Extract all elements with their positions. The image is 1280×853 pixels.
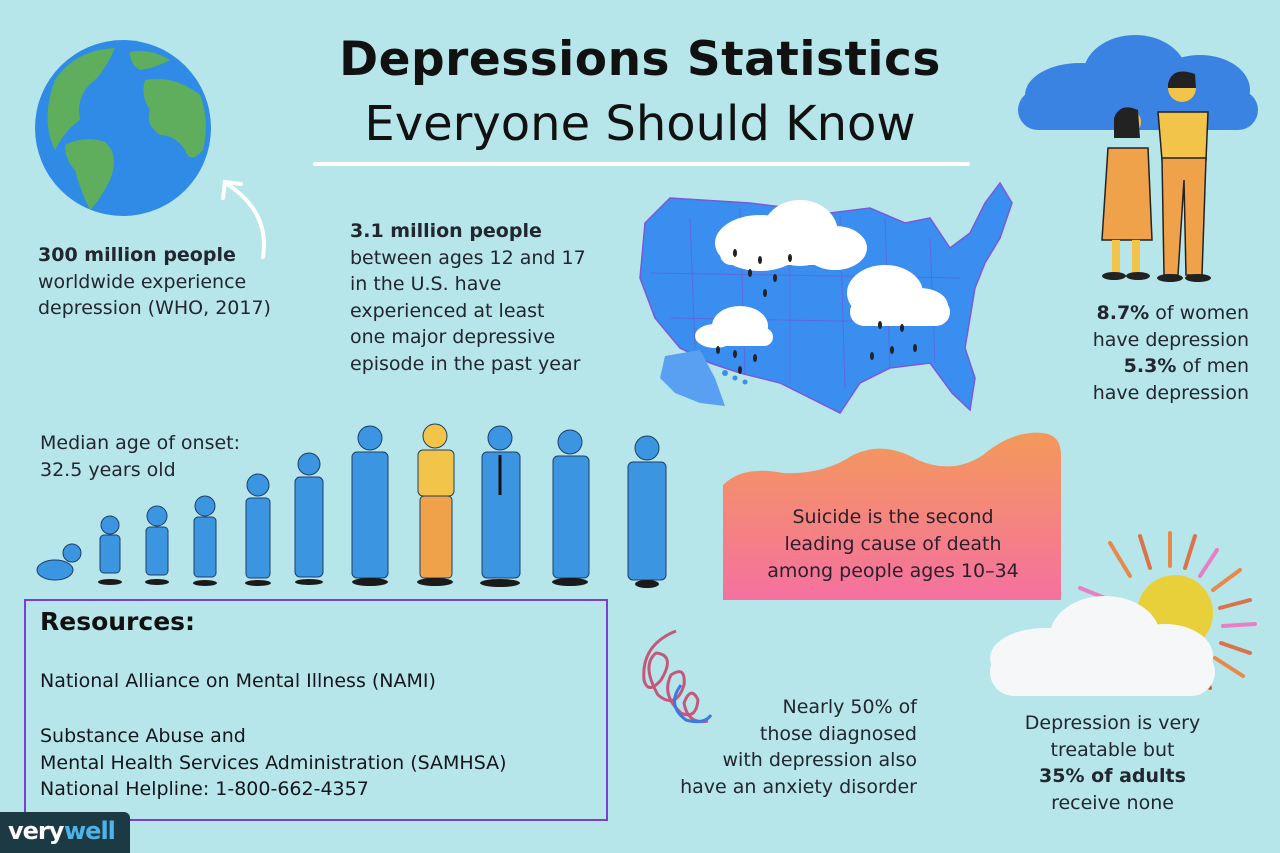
age-progression-illustration: [36, 423, 667, 588]
verywell-logo[interactable]: very well: [0, 812, 130, 853]
arrow-icon: [221, 179, 266, 259]
treatment-stat: Depression is very treatable but 35% of …: [1024, 712, 1201, 814]
helpline-number[interactable]: National Helpline: 1-800-662-4357: [40, 778, 369, 800]
teens-stat: 3.1 million people between ages 12 and 1…: [350, 220, 586, 375]
resources-title: Resources:: [40, 607, 196, 636]
anxiety-stat: Nearly 50% of those diagnosed with depre…: [680, 696, 917, 798]
worldwide-stat: 300 million people worldwide experience …: [38, 244, 271, 319]
title-divider: [313, 162, 970, 166]
resource-nami[interactable]: National Alliance on Mental Illness (NAM…: [40, 670, 436, 692]
sun-cloud-icon: [990, 531, 1257, 696]
title-line-2: Everyone Should Know: [364, 96, 916, 152]
couple-illustration: [1018, 35, 1258, 282]
scribble-icon: [642, 629, 713, 724]
resource-samhsa[interactable]: Substance Abuse and Mental Health Servic…: [40, 723, 507, 803]
gender-stat: 8.7% of women have depression 5.3% of me…: [1092, 302, 1249, 404]
suicide-stat: Suicide is the second leading cause of d…: [767, 506, 1019, 582]
onset-stat: Median age of onset: 32.5 years old: [40, 432, 241, 481]
globe-icon: [35, 40, 211, 216]
suicide-stat-background: [723, 432, 1061, 600]
us-map-icon: [639, 181, 1013, 414]
title-line-1: Depressions Statistics: [339, 32, 941, 87]
resources-box: [24, 599, 608, 821]
